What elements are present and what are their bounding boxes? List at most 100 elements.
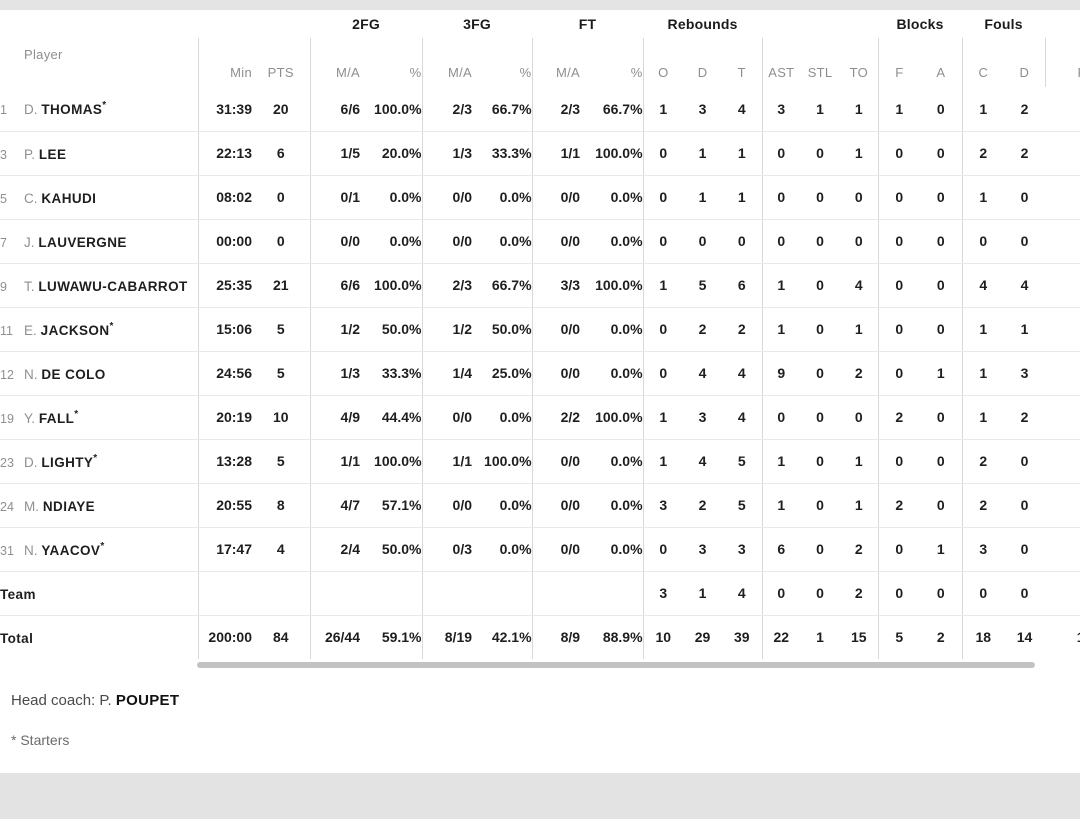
min-cell: 13:28 [197, 439, 252, 484]
fouls-drawn-cell: 0 [1004, 219, 1046, 264]
player-cell: Team [0, 571, 198, 616]
blocks-against-cell: 0 [920, 439, 963, 484]
ft-pct-cell: 0.0% [580, 307, 644, 352]
player-name[interactable]: D. LIGHTY* [24, 452, 98, 470]
3fg-ma-cell: 0/0 [421, 483, 473, 528]
player-name[interactable]: T. LUWAWU-CABARROT [24, 278, 188, 294]
3fg-ma-cell: 2/3 [421, 263, 473, 308]
horizontal-scrollbar-thumb[interactable] [197, 662, 1035, 668]
2fg-pct-cell: 44.4% [360, 395, 423, 440]
table-row: 12 N. DE COLO 24:56 5 1/3 33.3% 1/4 25.0%… [0, 351, 1080, 396]
player-number: 11 [0, 323, 13, 338]
treb-cell: 4 [722, 87, 763, 132]
player-name[interactable]: E. JACKSON* [24, 320, 114, 338]
pir-cell: 27 [1045, 87, 1080, 132]
ast-cell: 1 [761, 263, 801, 308]
3fg-ma-cell: 0/0 [421, 175, 473, 220]
min-cell: 20:19 [197, 395, 252, 440]
stl-cell: 0 [800, 483, 841, 528]
pir-cell: 0 [1045, 131, 1080, 176]
2fg-pct-cell [360, 571, 423, 616]
player-cell: 3 P. LEE [0, 131, 198, 176]
player-cell: 23 D. LIGHTY* [0, 439, 198, 484]
fouls-drawn-cell: 0 [1004, 175, 1046, 220]
player-number: 9 [0, 279, 7, 294]
pts-cell: 0 [252, 219, 310, 264]
dreb-cell: 4 [683, 351, 723, 396]
player-name[interactable]: J. LAUVERGNE [24, 234, 127, 250]
to-cell: 0 [840, 175, 879, 220]
player-cell: 1 D. THOMAS* [0, 87, 198, 132]
column-header-2fg-ma: M/A [309, 38, 360, 87]
total-row: Total 200:00 84 26/44 59.1% 8/19 42.1% 8… [0, 615, 1080, 659]
player-name[interactable]: Y. FALL* [24, 408, 79, 426]
treb-cell: 4 [722, 571, 763, 616]
ft-pct-cell: 100.0% [580, 263, 644, 308]
ft-pct-cell: 0.0% [580, 483, 644, 528]
stl-cell: 1 [800, 87, 841, 132]
2fg-ma-cell: 1/1 [309, 439, 360, 484]
2fg-pct-cell: 50.0% [360, 307, 423, 352]
pir-cell: 2 [1045, 571, 1080, 616]
player-name[interactable]: C. KAHUDI [24, 190, 97, 206]
table-row: 19 Y. FALL* 20:19 10 4/9 44.4% 0/0 0.0% 2… [0, 395, 1080, 440]
ft-ma-cell: 0/0 [531, 439, 581, 484]
fouls-committed-cell: 4 [961, 263, 1005, 308]
min-cell: 22:13 [197, 131, 252, 176]
group-header-ft: FT [578, 16, 597, 32]
player-cell: 12 N. DE COLO [0, 351, 198, 396]
stl-cell: 0 [800, 527, 841, 572]
pts-cell: 5 [252, 439, 310, 484]
3fg-pct-cell: 66.7% [472, 87, 533, 132]
3fg-pct-cell: 0.0% [472, 175, 533, 220]
dreb-cell: 1 [683, 175, 723, 220]
treb-cell: 5 [722, 439, 763, 484]
pir-cell: 10 [1045, 483, 1080, 528]
player-name[interactable]: M. NDIAYE [24, 498, 96, 514]
to-cell: 15 [851, 629, 867, 646]
player-number: 5 [0, 191, 7, 206]
2fg-pct-cell: 50.0% [360, 527, 423, 572]
blocks-for-cell: 0 [877, 175, 921, 220]
group-header-3fg: 3FG [463, 16, 491, 32]
ft-ma-cell [531, 571, 581, 616]
2fg-ma-cell: 2/4 [309, 527, 360, 572]
player-name[interactable]: D. THOMAS* [24, 100, 107, 118]
bottom-background-strip [0, 773, 1080, 819]
oreb-cell: 0 [642, 351, 684, 396]
player-number: 23 [0, 455, 14, 470]
treb-cell: 0 [722, 219, 763, 264]
table-row: 24 M. NDIAYE 20:55 8 4/7 57.1% 0/0 0.0% 0… [0, 483, 1080, 528]
stl-cell: 0 [800, 263, 841, 308]
2fg-ma-cell: 6/6 [309, 263, 360, 308]
dreb-cell: 0 [683, 219, 723, 264]
group-header-2fg: 2FG [352, 16, 380, 32]
stl-cell: 0 [800, 131, 841, 176]
column-header-to: TO [849, 65, 869, 80]
player-rows: 1 D. THOMAS* 31:39 20 6/6 100.0% 2/3 66.7… [0, 87, 1080, 659]
blocks-against-cell: 0 [920, 131, 963, 176]
blocks-for-cell: 0 [877, 263, 921, 308]
stl-cell: 0 [800, 219, 841, 264]
min-cell: 15:06 [197, 307, 252, 352]
player-name[interactable]: N. DE COLO [24, 366, 106, 382]
table-row: 11 E. JACKSON* 15:06 5 1/2 50.0% 1/2 50.0… [0, 307, 1080, 352]
2fg-pct-cell: 20.0% [360, 131, 423, 176]
treb-cell: 2 [722, 307, 763, 352]
pts-cell: 5 [252, 351, 310, 396]
player-name[interactable]: N. YAACOV* [24, 540, 105, 558]
2fg-pct-cell: 100.0% [360, 87, 423, 132]
treb-cell: 1 [722, 131, 763, 176]
column-header-blocks-for: F [877, 38, 921, 87]
column-header-min: Min [197, 38, 252, 87]
player-number: 7 [0, 235, 7, 250]
blocks-for-cell: 0 [877, 527, 921, 572]
to-cell: 2 [840, 527, 879, 572]
fouls-committed-cell: 1 [961, 395, 1005, 440]
column-header-row: Player Min PTS M/A % M/A % M/A % O D T A… [0, 38, 1080, 87]
blocks-against-cell: 0 [920, 395, 963, 440]
blocks-for-cell: 5 [877, 615, 921, 659]
dreb-cell: 3 [683, 527, 723, 572]
pir-cell: 5 [1045, 307, 1080, 352]
player-name[interactable]: P. LEE [24, 146, 67, 162]
